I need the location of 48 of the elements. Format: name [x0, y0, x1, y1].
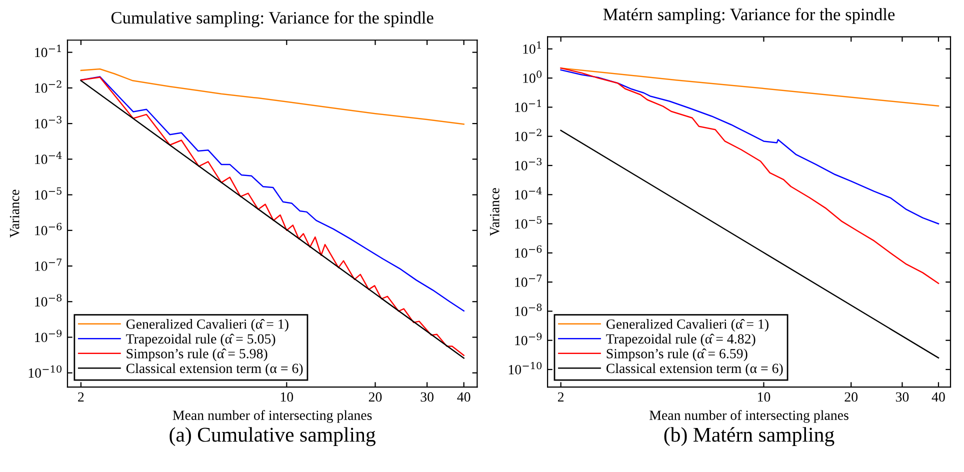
x-tick-label: 10: [758, 392, 770, 402]
x-tick-label: 40: [457, 392, 470, 402]
y-tick-label: 10$^{−10}$: [28, 365, 62, 378]
x-tick-label: 10: [280, 392, 294, 402]
text: (b) Matérn sampling: [664, 427, 834, 446]
y-tick-label: 10$^{−6}$: [515, 245, 542, 258]
y-tick-label: 10$^{−9}$: [515, 332, 542, 346]
legend-label: Generalized Cavalieri (α̂ = 1): [606, 319, 768, 332]
y-tick-label: 10$^{−5}$: [515, 216, 542, 229]
y-tick-label: 10$^{−1}$: [515, 100, 541, 112]
y-tick-label: 10$^{−7}$: [515, 274, 542, 287]
x-tick-label: 2: [558, 392, 564, 402]
legend-label: Classical extension term (α = 6): [126, 363, 303, 376]
legend-label: Classical extension term (α = 6): [606, 363, 783, 376]
y-axis-title: Variance: [10, 190, 20, 238]
chart-title: Cumulative sampling: Variance for the spindle: [111, 11, 434, 28]
x-tick-label: 30: [896, 392, 909, 402]
legend-label: Generalized Cavalieri (α̂ = 1): [126, 319, 288, 332]
chart-title: Matérn sampling: Variance for the spindle: [603, 8, 895, 24]
y-axis-title: Variance: [490, 188, 500, 236]
text: (a) Cumulative sampling: [170, 427, 376, 446]
x-axis-title: Mean number of intersecting planes: [172, 410, 372, 423]
y-tick-label: 10$^{−2}$: [515, 128, 542, 142]
y-tick-label: 10$^{−8}$: [35, 294, 62, 306]
y-tick-label: 10$^{−8}$: [515, 304, 542, 316]
y-tick-label: 10$^{−6}$: [35, 222, 62, 236]
x-tick-label: 40: [932, 392, 945, 402]
x-tick-label: 20: [368, 392, 382, 402]
y-tick-label: 10$^{−4}$: [35, 152, 62, 164]
y-tick-label: 10$^{−2}$: [35, 80, 62, 93]
y-tick-label: 10$^{−7}$: [35, 258, 62, 271]
y-tick-label: 10$^{−5}$: [35, 187, 62, 200]
y-tick-label: 10$^{−10}$: [508, 362, 542, 374]
y-tick-label: 10$^{−9}$: [35, 330, 62, 342]
legend-label: Trapezoidal rule (α̂ = 4.82): [606, 334, 756, 346]
x-tick-label: 30: [420, 392, 434, 402]
x-tick-label: 2: [78, 392, 84, 402]
legend-label: Simpson’s rule (α̂ = 5.98): [126, 348, 268, 362]
legend-label: Simpson’s rule (α̂ = 6.59): [606, 348, 748, 362]
y-tick-label: 10$^{−1}$: [35, 44, 61, 58]
x-axis-title: Mean number of intersecting planes: [650, 410, 848, 423]
x-tick-label: 20: [844, 392, 858, 402]
legend-label: Trapezoidal rule (α̂ = 5.05): [126, 334, 276, 346]
y-tick-label: 10$^{−3}$: [515, 158, 542, 170]
y-tick-label: 10$^{−3}$: [35, 116, 62, 128]
y-tick-label: 10$^{0}$: [523, 70, 542, 83]
y-tick-label: 10$^{−4}$: [515, 187, 542, 200]
y-tick-label: 10$^{1}$: [523, 41, 541, 54]
